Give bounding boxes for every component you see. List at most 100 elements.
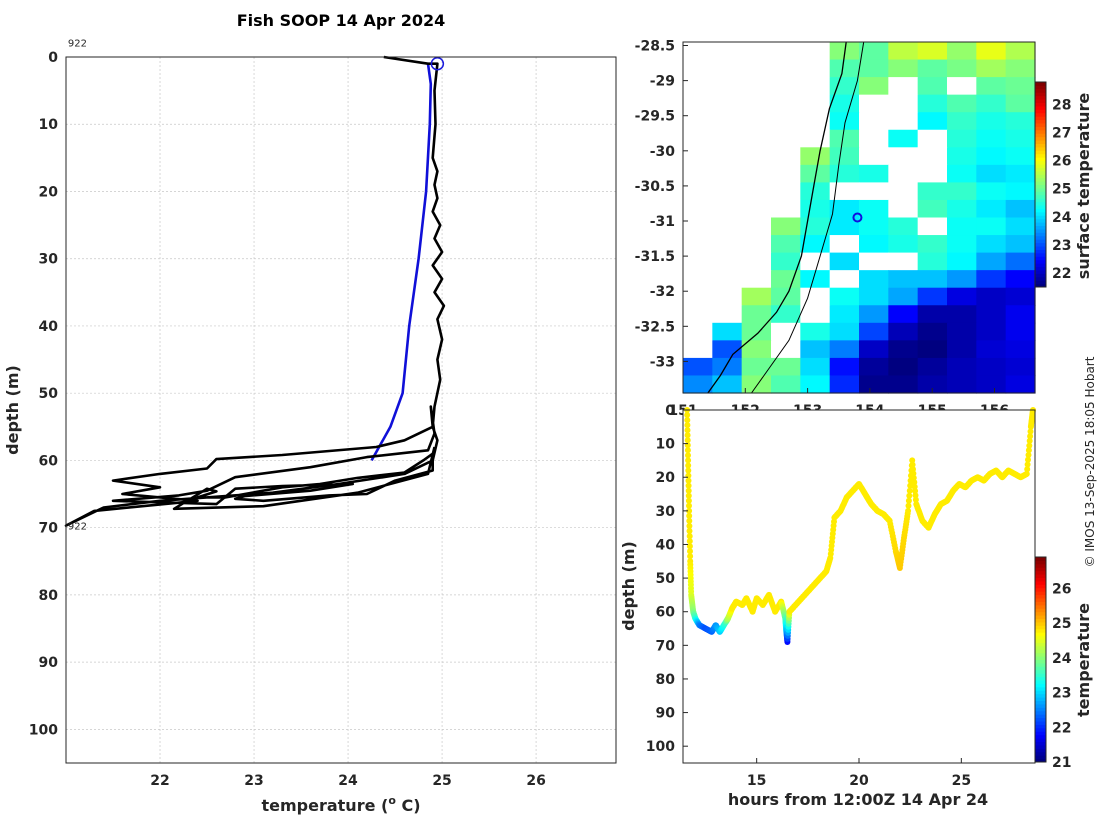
map-cell [829, 182, 860, 201]
section-point [684, 422, 691, 429]
map-cell [976, 94, 1007, 113]
profile-series-reference-profile [370, 63, 433, 462]
map-colorbar-segment [1035, 116, 1046, 121]
map-cell [976, 59, 1007, 78]
section-colorbar-segment [1035, 567, 1046, 572]
section-colorbar-segment [1035, 703, 1046, 708]
map-cell [888, 199, 919, 219]
map-cell [800, 42, 831, 61]
section-point [684, 417, 691, 424]
map-colorbar-segment [1035, 143, 1046, 148]
map-cell [888, 42, 919, 61]
map-cell [947, 252, 977, 271]
map-cell [741, 235, 772, 254]
map-cell [888, 59, 919, 78]
section-colorbar-segment [1035, 604, 1046, 609]
map-cell [712, 322, 743, 341]
map-cell [947, 199, 977, 219]
map-cell [917, 252, 948, 271]
map-cell [683, 340, 713, 359]
section-colorbar-segment [1035, 683, 1046, 688]
profile-annotation: 922 [68, 521, 87, 532]
map-cell [829, 199, 860, 219]
map-colorbar-label: surface temperature [1074, 93, 1093, 280]
map-cell [771, 59, 801, 78]
figure-title: Fish SOOP 14 Apr 2024 [237, 11, 446, 30]
section-y-label: depth (m) [619, 541, 638, 631]
map-colorbar: 22 23 24 25 26 27 28 [1034, 81, 1072, 288]
section-colorbar: 21 22 23 24 25 26 [1034, 556, 1072, 771]
profile-series-cast-profiles [64, 55, 446, 527]
profile-x-label-sup: o [388, 794, 396, 807]
map-cell [771, 199, 801, 219]
profile-grid [66, 56, 616, 763]
map-cell [947, 270, 977, 289]
section-point [1027, 433, 1034, 440]
section-colorbar-segment [1035, 594, 1046, 599]
map-cell [771, 322, 801, 341]
section-y-tick-label: 60 [656, 605, 676, 621]
map-colorbar-tick-label: 24 [1052, 210, 1072, 226]
map-colorbar-tick-label: 28 [1052, 97, 1071, 113]
map-cell [712, 270, 743, 289]
profile-x-label-main: temperature ( [261, 796, 388, 815]
map-cell [947, 112, 977, 131]
map-colorbar-segment [1035, 222, 1046, 226]
map-cell [976, 252, 1007, 271]
section-y-tick-label: 40 [656, 537, 676, 553]
map-cell [859, 164, 889, 183]
map-cell [741, 375, 772, 394]
section-colorbar-label: temperature [1074, 603, 1093, 717]
section-x-tick-label: 25 [952, 773, 971, 789]
profile-start-marker [430, 56, 445, 71]
map-cell [859, 287, 889, 306]
map-cell [683, 235, 713, 254]
map-colorbar-segment [1035, 184, 1046, 189]
section-point [909, 457, 916, 464]
section-colorbar-tick-label: 26 [1052, 581, 1071, 597]
map-cell [1005, 147, 1036, 166]
map-cell [771, 235, 801, 254]
map-cell [1005, 164, 1036, 183]
map-colorbar-segment [1035, 164, 1046, 168]
profile-y-label: depth (m) [3, 365, 22, 455]
map-cell [741, 217, 772, 236]
section-colorbar-segment [1035, 649, 1046, 654]
map-cell [859, 112, 889, 131]
section-colorbar-tick-label: 24 [1052, 651, 1072, 667]
section-point [1026, 437, 1033, 444]
map-cell [829, 147, 860, 166]
map-cell [917, 59, 948, 78]
map-cell [741, 77, 772, 96]
map-colorbar-segment [1035, 136, 1046, 141]
map-cell [712, 287, 743, 306]
profile-x-ticks: 22 23 24 25 26 [150, 773, 546, 789]
map-cell [771, 94, 801, 113]
map-cell [859, 252, 889, 271]
section-colorbar-tick-label: 25 [1052, 616, 1071, 632]
section-point [910, 466, 916, 473]
map-cell [859, 270, 889, 289]
section-colorbar-segment [1035, 680, 1046, 684]
map-cell [859, 375, 889, 394]
map-cell [800, 129, 831, 148]
map-coastline [707, 41, 847, 394]
map-cell [800, 287, 831, 306]
map-colorbar-segment [1035, 280, 1046, 285]
map-colorbar-segment [1035, 160, 1046, 165]
map-cell [800, 322, 831, 341]
map-cell [859, 77, 889, 96]
section-colorbar-segment [1035, 724, 1046, 729]
section-colorbar-segment [1035, 591, 1046, 596]
map-cell [800, 147, 831, 166]
map-cell [917, 340, 948, 359]
map-cell [888, 217, 919, 236]
map-cell [741, 112, 772, 131]
map-cell [1005, 340, 1036, 359]
section-colorbar-segment [1035, 693, 1046, 698]
section-point [684, 412, 691, 418]
map-colorbar-segment [1035, 88, 1046, 93]
map-cell [683, 375, 713, 394]
section-point [687, 553, 694, 560]
map-cell [1005, 270, 1036, 289]
